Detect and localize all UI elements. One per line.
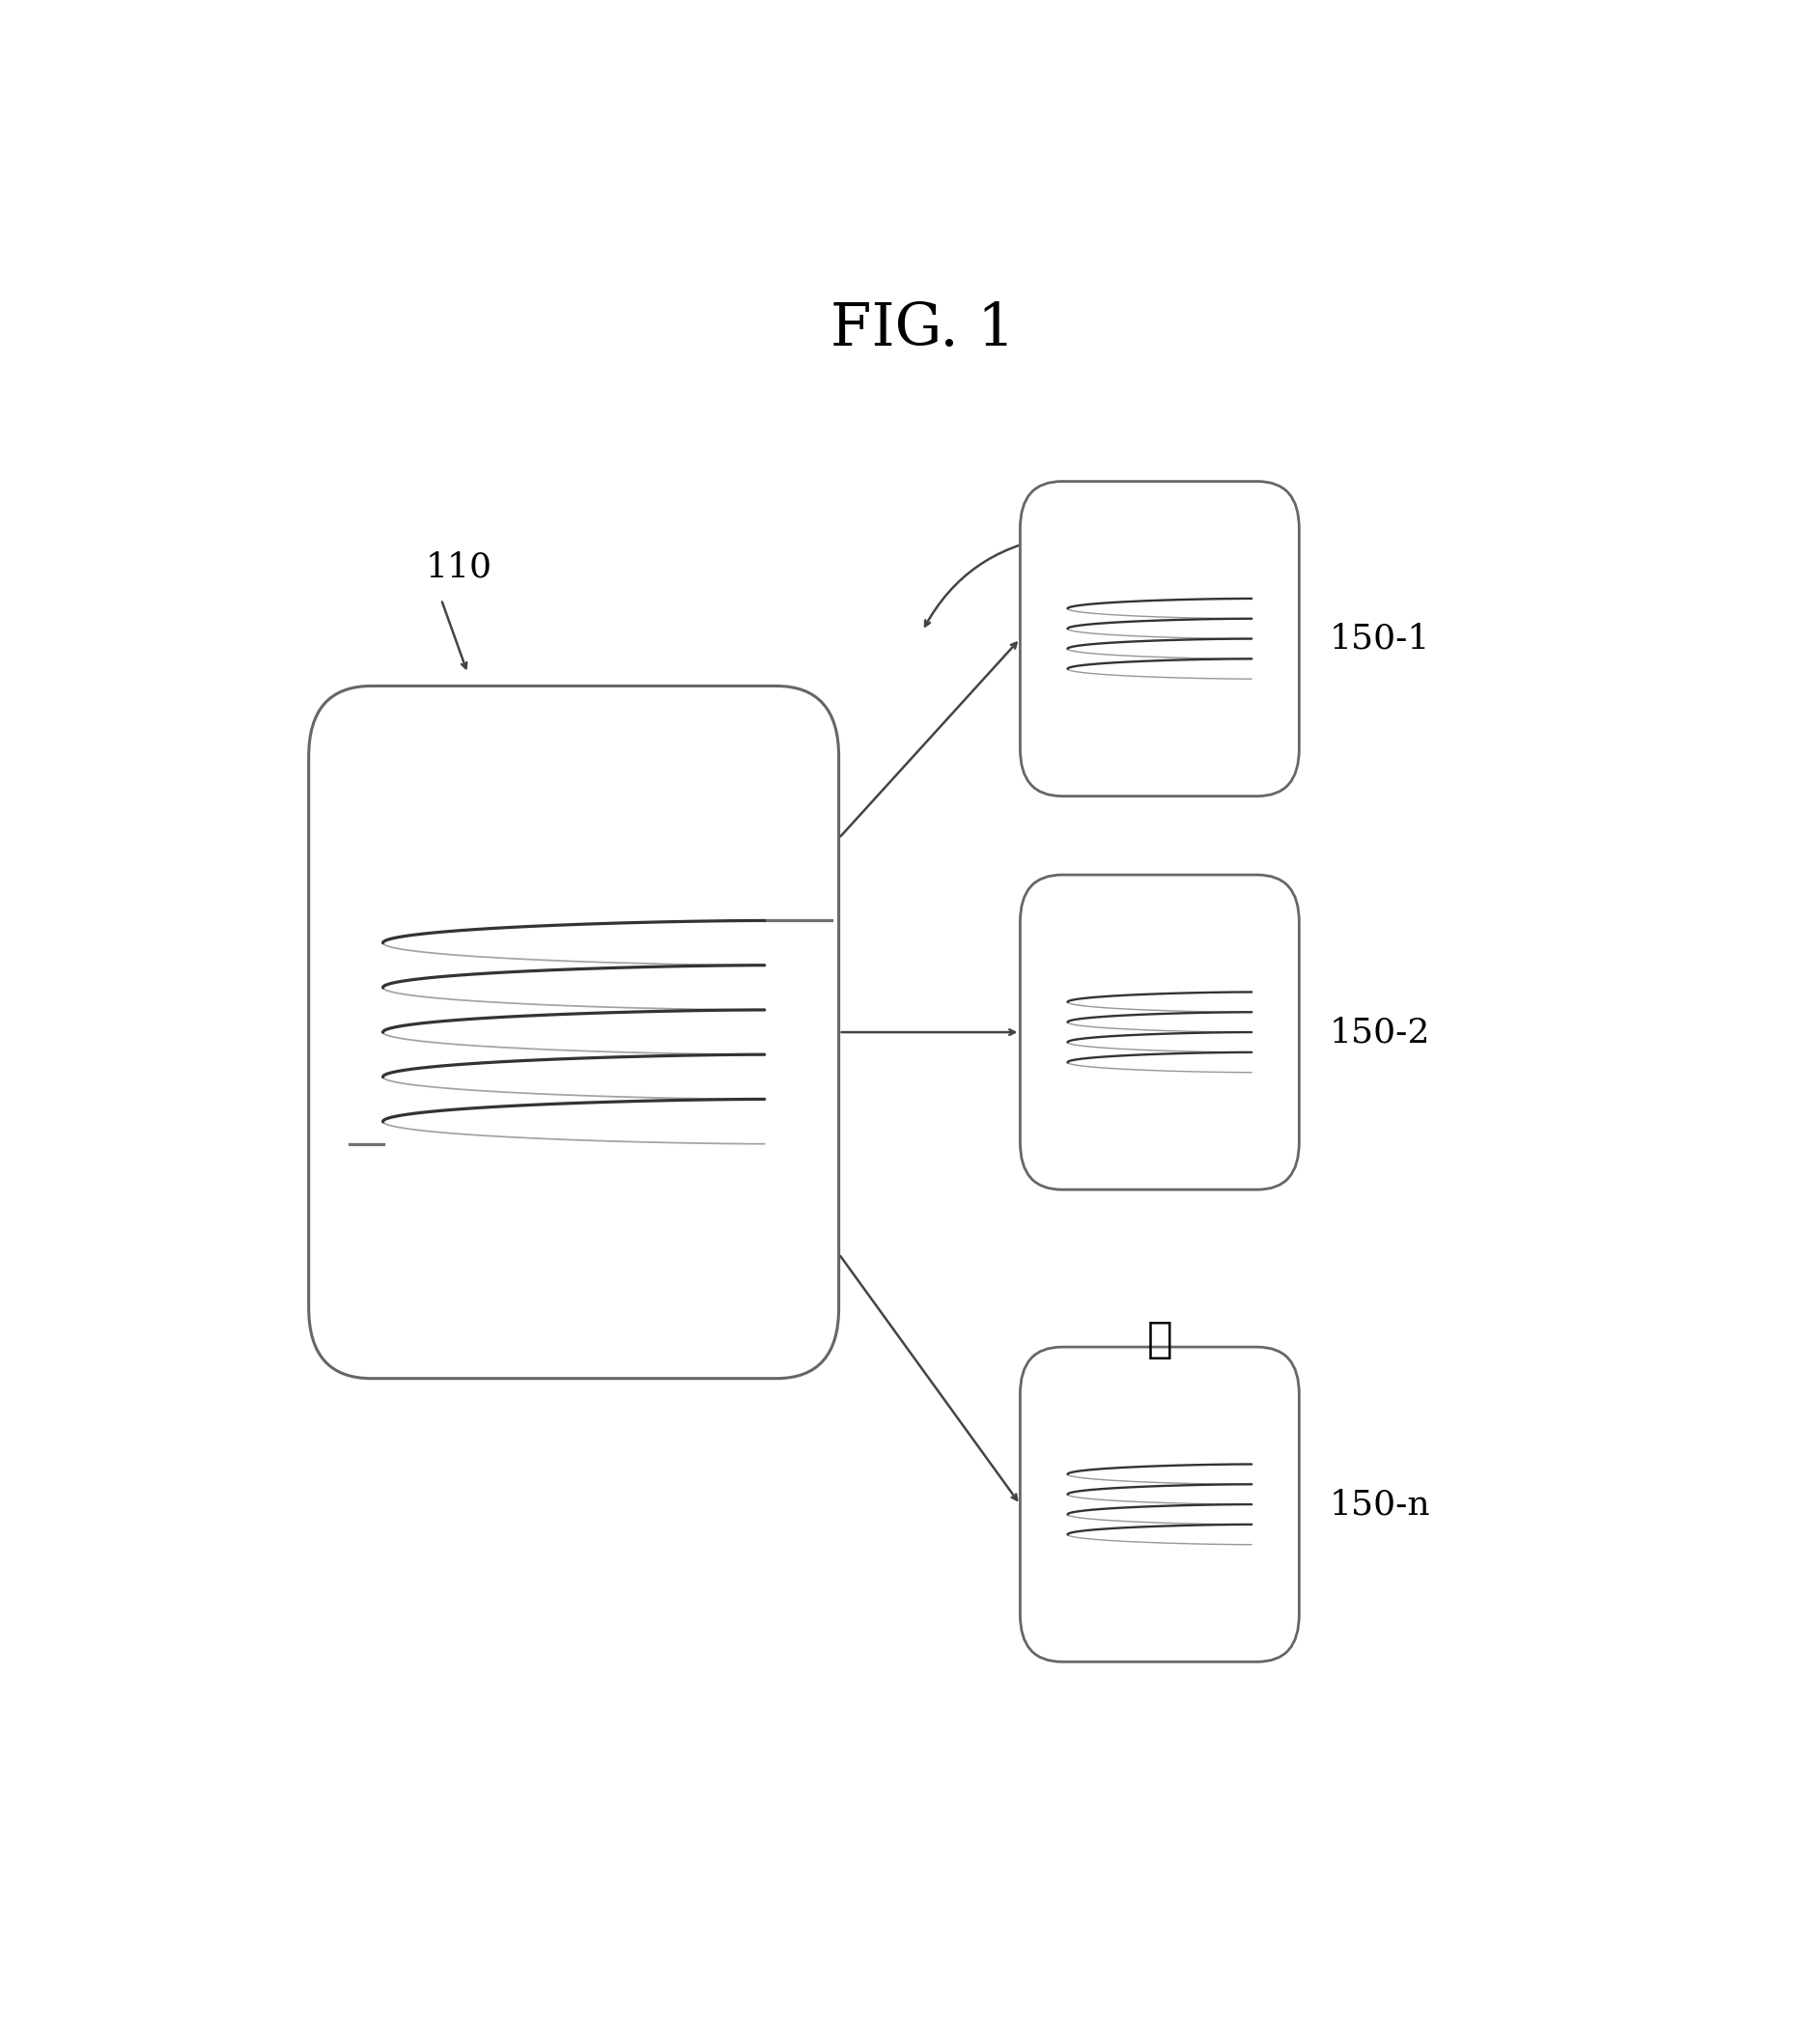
Text: 150-1: 150-1 — [1330, 621, 1431, 656]
Text: ⋮: ⋮ — [1147, 1318, 1172, 1359]
FancyBboxPatch shape — [310, 687, 839, 1378]
Text: FIG. 1: FIG. 1 — [830, 300, 1015, 358]
FancyBboxPatch shape — [1021, 1347, 1300, 1662]
FancyBboxPatch shape — [1021, 875, 1300, 1190]
Text: 110: 110 — [425, 550, 491, 585]
Text: 100: 100 — [1062, 497, 1129, 529]
FancyBboxPatch shape — [1021, 480, 1300, 795]
Text: 150-2: 150-2 — [1330, 1016, 1431, 1049]
Text: 150-n: 150-n — [1330, 1488, 1431, 1521]
